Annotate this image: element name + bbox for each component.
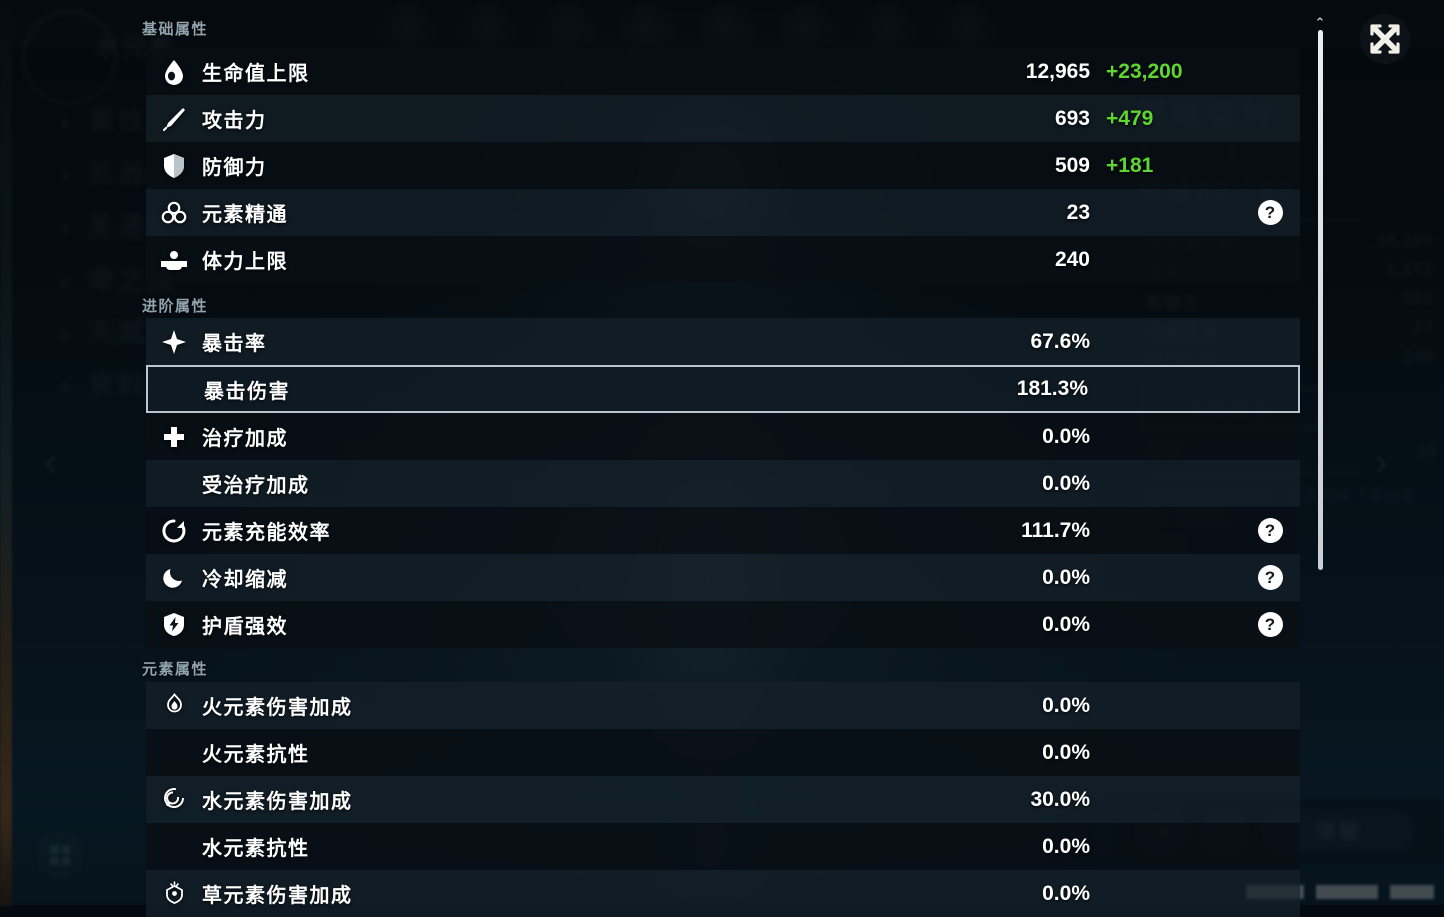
stat-row-crit-damage[interactable]: 暴击伤害 181.3% ?: [146, 365, 1300, 413]
stat-label: 防御力: [202, 151, 970, 180]
stat-label: 水元素抗性: [202, 832, 970, 861]
crit-rate-star-icon: [146, 329, 202, 355]
stat-row-pyro-resistance[interactable]: 火元素抗性 0.0% ?: [146, 729, 1300, 776]
atk-sword-icon: [146, 106, 202, 132]
stat-value: 0.0%: [970, 694, 1090, 718]
stat-help-button[interactable]: ?: [1240, 612, 1300, 637]
stat-value: 240: [970, 248, 1090, 272]
stat-label: 水元素伤害加成: [202, 785, 970, 814]
stat-value: 30.0%: [970, 788, 1090, 812]
pyro-icon: [146, 693, 202, 718]
stat-help-button[interactable]: ?: [1240, 518, 1300, 543]
stat-value: 509: [970, 154, 1090, 178]
stat-help-slot: ?: [1240, 693, 1300, 718]
stat-label: 冷却缩减: [202, 563, 970, 592]
stat-label: 生命值上限: [202, 57, 970, 86]
section-label-base: 基础属性: [142, 18, 208, 39]
stat-bonus: +479: [1090, 107, 1240, 131]
stat-label: 暴击伤害: [204, 375, 968, 404]
stat-value: 0.0%: [970, 882, 1090, 906]
stat-help-slot: ?: [1240, 834, 1300, 859]
cooldown-moon-icon: [146, 566, 202, 590]
stat-row-hydro-dmg-bonus[interactable]: 水元素伤害加成 30.0% ?: [146, 776, 1300, 823]
stamina-icon: [146, 249, 202, 271]
stat-label: 火元素抗性: [202, 738, 970, 767]
section-label-advanced: 进阶属性: [142, 295, 208, 316]
stat-row-def[interactable]: 防御力 509 +181 ?: [146, 142, 1300, 189]
dendro-icon: [146, 881, 202, 906]
stat-value: 0.0%: [970, 566, 1090, 590]
stat-value: 111.7%: [970, 519, 1090, 543]
stat-help-slot: ?: [1240, 59, 1300, 84]
stat-help-slot: ?: [1240, 881, 1300, 906]
stat-help-button[interactable]: ?: [1240, 200, 1300, 225]
stat-value: 0.0%: [970, 613, 1090, 637]
stat-row-hydro-resistance[interactable]: 水元素抗性 0.0% ?: [146, 823, 1300, 870]
hydro-icon: [146, 787, 202, 812]
stat-help-slot: ?: [1240, 329, 1300, 354]
stat-row-stamina[interactable]: 体力上限 240 ?: [146, 236, 1300, 283]
stat-row-energy-recharge[interactable]: 元素充能效率 111.7% ?: [146, 507, 1300, 554]
stat-label: 受治疗加成: [202, 469, 970, 498]
expand-close-icon: [1368, 22, 1402, 56]
stat-help-button[interactable]: ?: [1240, 565, 1300, 590]
stat-help-slot: ?: [1240, 106, 1300, 131]
stat-row-elemental-mastery[interactable]: 元素精通 23 ?: [146, 189, 1300, 236]
stat-row-atk[interactable]: 攻击力 693 +479 ?: [146, 95, 1300, 142]
scroll-thumb[interactable]: [1318, 30, 1323, 570]
section-label-elemental: 元素属性: [142, 658, 208, 679]
stat-help-slot: ?: [1240, 424, 1300, 449]
shield-strength-icon: [146, 612, 202, 637]
close-button[interactable]: [1360, 14, 1410, 64]
stat-help-slot: ?: [1240, 153, 1300, 178]
stat-label: 攻击力: [202, 104, 970, 133]
stat-value: 0.0%: [970, 835, 1090, 859]
stat-bonus: +23,200: [1090, 60, 1240, 84]
healing-cross-icon: [146, 425, 202, 449]
stat-row-incoming-healing[interactable]: 受治疗加成 0.0% ?: [146, 460, 1300, 507]
stat-bonus: +181: [1090, 154, 1240, 178]
stat-help-slot: ?: [1240, 740, 1300, 765]
stat-help-slot: ?: [1238, 377, 1298, 402]
stat-help-slot: ?: [1240, 471, 1300, 496]
stat-row-cooldown-reduction[interactable]: 冷却缩减 0.0% ?: [146, 554, 1300, 601]
stat-label: 火元素伤害加成: [202, 691, 970, 720]
stat-label: 元素精通: [202, 198, 970, 227]
stat-value: 0.0%: [970, 472, 1090, 496]
stat-value: 67.6%: [970, 330, 1090, 354]
vertical-scrollbar[interactable]: ⌃: [1314, 30, 1326, 600]
stat-label: 护盾强效: [202, 610, 970, 639]
elemental-mastery-icon: [146, 201, 202, 225]
stat-value: 693: [970, 107, 1090, 131]
stat-label: 体力上限: [202, 245, 970, 274]
stat-label: 草元素伤害加成: [202, 879, 970, 908]
stat-row-hp[interactable]: 生命值上限 12,965 +23,200 ?: [146, 48, 1300, 95]
stat-row-healing-bonus[interactable]: 治疗加成 0.0% ?: [146, 413, 1300, 460]
stat-help-slot: ?: [1240, 247, 1300, 272]
stat-label: 元素充能效率: [202, 516, 970, 545]
stat-value: 181.3%: [968, 377, 1088, 401]
stat-label: 治疗加成: [202, 422, 970, 451]
stat-label: 暴击率: [202, 327, 970, 356]
stat-value: 23: [970, 201, 1090, 225]
scroll-up-chevron-icon[interactable]: ⌃: [1314, 16, 1326, 29]
help-question-icon[interactable]: ?: [1258, 518, 1283, 543]
hp-droplet-icon: [146, 59, 202, 85]
stat-value: 12,965: [970, 60, 1090, 84]
def-shield-icon: [146, 153, 202, 179]
stat-value: 0.0%: [970, 741, 1090, 765]
help-question-icon[interactable]: ?: [1258, 612, 1283, 637]
stat-row-shield-strength[interactable]: 护盾强效 0.0% ?: [146, 601, 1300, 648]
stat-value: 0.0%: [970, 425, 1090, 449]
energy-recharge-icon: [146, 519, 202, 543]
help-question-icon[interactable]: ?: [1258, 565, 1283, 590]
stat-help-slot: ?: [1240, 787, 1300, 812]
stat-row-pyro-dmg-bonus[interactable]: 火元素伤害加成 0.0% ?: [146, 682, 1300, 729]
help-question-icon[interactable]: ?: [1258, 200, 1283, 225]
stat-row-dendro-dmg-bonus[interactable]: 草元素伤害加成 0.0% ?: [146, 870, 1300, 917]
stat-detail-panel: 基础属性 生命值上限 12,965 +23,200 ? 攻击力 693 +479…: [146, 0, 1300, 905]
stat-row-crit-rate[interactable]: 暴击率 67.6% ?: [146, 318, 1300, 365]
